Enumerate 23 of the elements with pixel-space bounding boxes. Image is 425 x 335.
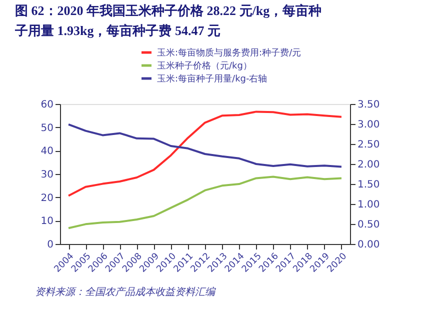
y2-tick-label: 1.50 [358,180,380,190]
y-tick-label: 10 [40,216,54,228]
line-series [68,110,342,197]
y2-tick-label: 3.50 [358,100,380,110]
y-tick-label: 50 [40,122,54,134]
legend-label: 玉米:每亩种子用量/kg-右轴 [157,74,268,84]
line-series [68,176,342,230]
y2-tick-label: 1.00 [358,200,380,210]
y-tick-label: 0 [47,240,54,250]
y2-tick-label: 0.50 [358,220,380,230]
y-tick-label: 20 [40,192,54,204]
legend-label: 玉米:每亩物质与服务费用:种子费/元 [157,48,302,58]
y2-tick-label: 0.00 [358,240,380,250]
text: 资料来源：全国农产品成本收益资料汇编 [35,286,216,298]
y2-tick-label: 2.50 [358,140,380,150]
y-tick-label: 30 [40,170,54,180]
y-tick-label: 60 [40,100,54,110]
legend-label: 玉米种子价格（元/kg） [157,60,252,72]
y2-tick-label: 2.00 [358,160,380,170]
y2-tick-label: 3.00 [358,120,380,130]
line-series [68,123,342,168]
y-tick-label: 40 [40,146,54,158]
chart-title: 图 62：2020 年我国玉米种子价格 28.22 元/kg，每亩种子用量 1.93kg，每亩种子费 54.47 元 [14,3,322,38]
